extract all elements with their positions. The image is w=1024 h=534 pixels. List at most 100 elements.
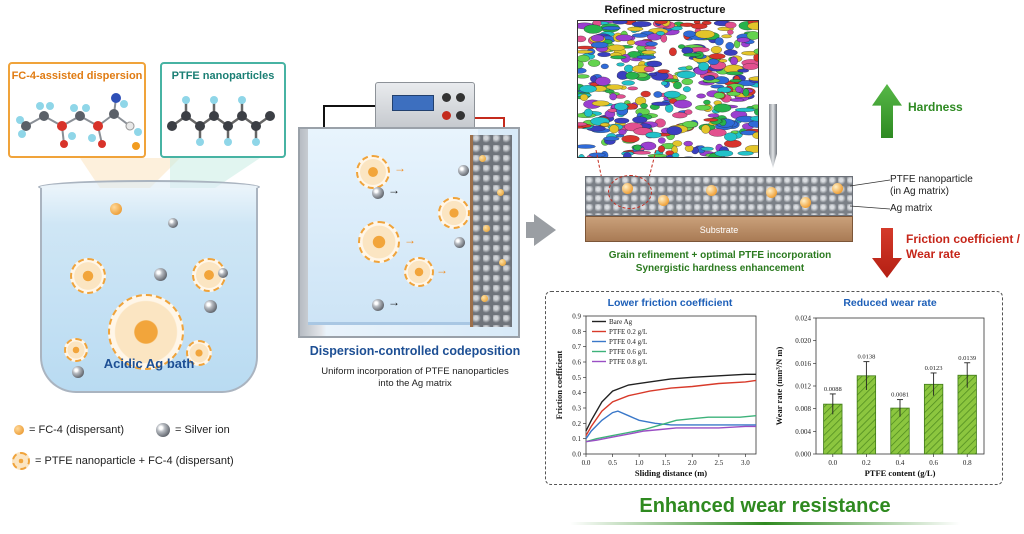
friction-wear-label: Friction coefficient / Wear rate [906,232,1020,262]
grain [691,23,708,30]
x-tick-label: 0.0 [582,459,591,467]
x-tick-label: 0.0 [828,459,837,467]
codeposition-subtitle: Uniform incorporation of PTFE nanopartic… [305,366,525,390]
grain [746,31,758,40]
grain [673,99,692,109]
y-tick-label: 0.5 [572,374,581,382]
y-tick-label: 0.8 [572,328,581,336]
grain [606,84,624,90]
ptfe-chain-icon [167,96,275,146]
ptfe-particle [483,225,490,232]
x-tick-label: 0.4 [896,459,905,467]
x-tick-label: 1.0 [635,459,644,467]
friction-coefficient-chart: 0.0 0.1 0.2 0.3 0.4 0.5 0.6 0.7 0.8 0.9 0.0 0.5 1.0 1… [554,313,757,478]
grain [713,103,732,113]
grain [726,91,741,97]
grain [729,98,745,102]
legend-silver-label: = Silver ion [175,424,230,436]
grain [703,99,711,105]
x-tick-label: 0.5 [608,459,617,467]
bar-value-label: 0.0138 [857,354,875,361]
grain [666,126,683,136]
codeposition-title: Dispersion-controlled codeposition [309,344,521,358]
x-tick-label: 0.2 [862,459,871,467]
title-underline [570,522,960,525]
grain [584,108,593,117]
silver-ion [218,268,228,278]
series-line [585,379,757,436]
grain [727,29,734,35]
friction-down-arrow [872,228,902,278]
ptfe-particle [479,155,486,162]
grain [633,144,642,151]
wear-chart-title: Reduced wear rate [843,297,937,309]
y-axis-label: Friction coefficient [554,350,564,419]
x-tick-label: 3.0 [741,459,750,467]
migration-arrow: → [404,233,416,247]
grain [578,67,587,74]
grain [752,131,758,139]
grain [643,66,655,73]
grain [644,45,657,50]
codeposition-subtitle-line2: into the Ag matrix [378,378,452,389]
grain [641,50,657,55]
grain [745,145,758,153]
ebsd-microstructure-image [577,20,759,158]
ptfe-micelle [186,340,212,366]
legend-entry: PTFE 0.4 g/L [609,338,647,346]
grain [597,52,611,57]
grain [626,39,636,46]
grain [631,21,652,28]
x-axis-label: PTFE content (g/L) [865,468,936,478]
y-tick-label: 0.9 [572,313,581,321]
ag-ptfe-coating [585,175,853,216]
grain [695,104,711,111]
grain [591,34,605,42]
silver-ion [372,187,384,199]
grain [601,26,621,31]
grain [630,57,643,62]
grain [578,45,595,50]
legend-entry: PTFE 0.2 g/L [609,328,647,336]
grain [672,140,683,147]
legend-ptfe-label: = PTFE nanoparticle + FC-4 (dispersant) [35,455,234,467]
enhanced-wear-resistance-title: Enhanced wear resistance [639,495,891,517]
y-tick-label: 0.7 [572,343,581,351]
grain [616,62,625,67]
y-tick-label: 0.016 [795,360,811,368]
grain [742,88,750,97]
y-tick-label: 0.024 [795,315,811,323]
ptfe-particle [497,189,504,196]
ptfe-particle [481,295,488,302]
acidic-ag-bath-beaker: Acidic Ag bath [40,188,258,393]
x-axis-label: Sliding distance (m) [635,468,707,478]
grain [645,41,658,47]
grain [618,129,627,135]
x-tick-label: 2.5 [714,459,723,467]
bar-value-label: 0.0088 [824,386,842,393]
grain [578,35,587,43]
ptfe-micelle [356,155,390,189]
grain [651,101,671,106]
grain [578,74,590,79]
y-tick-label: 0.000 [795,451,811,459]
ptfe-particle [658,195,669,206]
grain [663,90,681,99]
grain [640,103,648,109]
ptfe-particle [832,183,843,194]
y-tick-label: 0.1 [572,435,581,443]
x-tick-label: 0.6 [929,459,938,467]
psu-terminal [456,111,465,120]
grain [724,139,742,148]
y-tick-label: 0.4 [572,389,581,397]
silver-ion [454,237,465,248]
grain [578,54,590,63]
fc4-molecule-icon [16,93,142,150]
plot-frame [585,315,757,455]
x-tick-label: 1.5 [661,459,670,467]
grain [725,71,744,76]
grain [678,44,686,49]
grain [632,116,648,124]
bar-value-label: 0.0139 [958,355,976,362]
grain [579,85,597,93]
